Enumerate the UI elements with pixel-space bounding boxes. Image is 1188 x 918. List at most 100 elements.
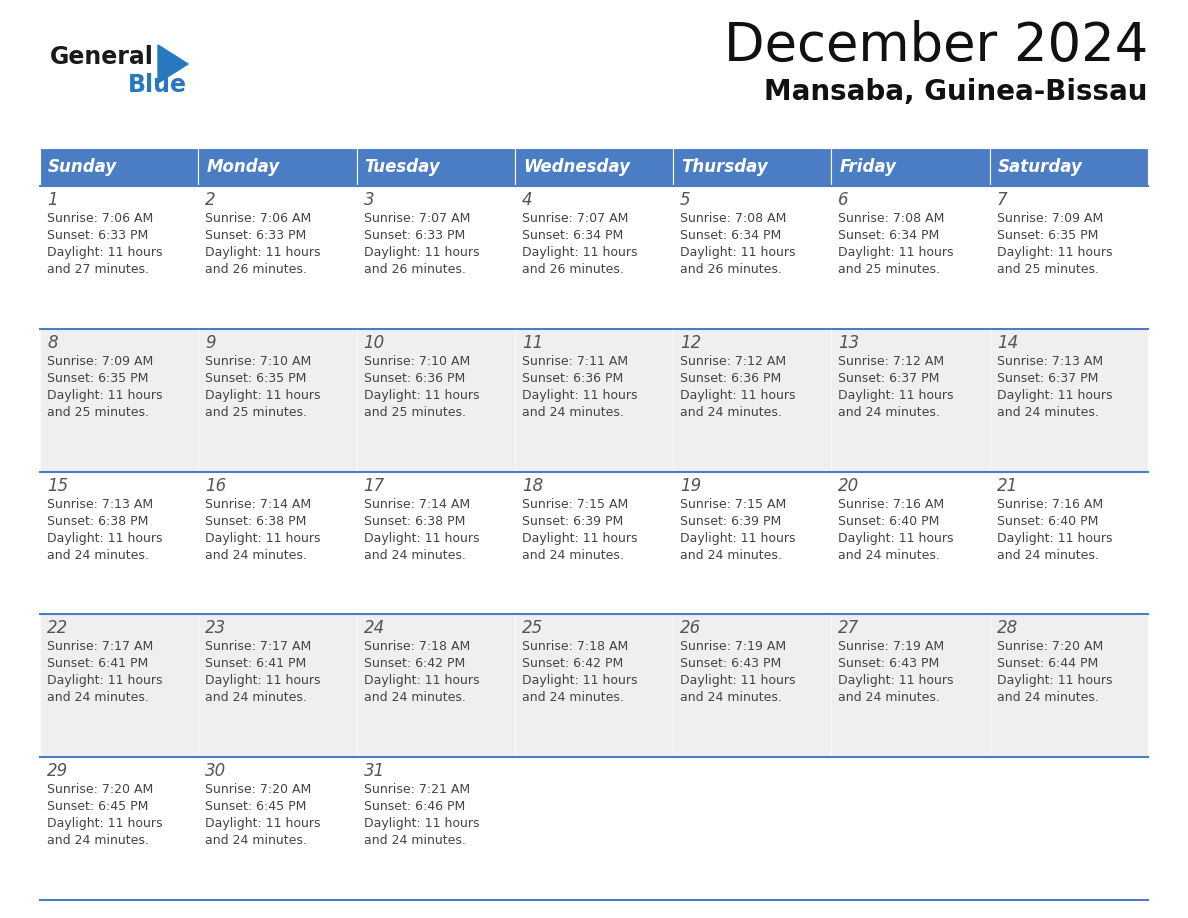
Text: 2: 2 [206,191,216,209]
Text: and 24 minutes.: and 24 minutes. [997,691,1099,704]
Text: Sunrise: 7:15 AM: Sunrise: 7:15 AM [522,498,628,510]
Text: Sunrise: 7:20 AM: Sunrise: 7:20 AM [997,641,1102,654]
Text: Sunrise: 7:17 AM: Sunrise: 7:17 AM [206,641,311,654]
Text: Sunset: 6:36 PM: Sunset: 6:36 PM [364,372,465,385]
Text: 27: 27 [839,620,860,637]
Text: Daylight: 11 hours: Daylight: 11 hours [839,246,954,259]
Text: 5: 5 [681,191,690,209]
Text: Sunset: 6:34 PM: Sunset: 6:34 PM [839,229,940,242]
Text: and 24 minutes.: and 24 minutes. [364,549,466,562]
Text: Daylight: 11 hours: Daylight: 11 hours [48,817,163,830]
Bar [832,614,990,757]
Text: and 24 minutes.: and 24 minutes. [522,406,624,419]
Text: and 24 minutes.: and 24 minutes. [48,691,148,704]
Bar [832,472,990,614]
Bar [356,329,514,472]
Text: Sunrise: 7:21 AM: Sunrise: 7:21 AM [364,783,469,796]
Text: Daylight: 11 hours: Daylight: 11 hours [839,675,954,688]
Text: 16: 16 [206,476,227,495]
Text: Daylight: 11 hours: Daylight: 11 hours [48,246,163,259]
Text: and 24 minutes.: and 24 minutes. [839,549,941,562]
Text: Daylight: 11 hours: Daylight: 11 hours [364,532,479,544]
Polygon shape [158,45,188,83]
Bar [40,186,198,329]
Text: Sunday: Sunday [48,158,118,176]
Text: Daylight: 11 hours: Daylight: 11 hours [997,246,1112,259]
Text: 20: 20 [839,476,860,495]
Text: Sunrise: 7:09 AM: Sunrise: 7:09 AM [997,212,1102,225]
Text: 3: 3 [364,191,374,209]
Bar [198,472,356,614]
Text: and 25 minutes.: and 25 minutes. [997,263,1099,276]
Text: Daylight: 11 hours: Daylight: 11 hours [364,675,479,688]
Text: Daylight: 11 hours: Daylight: 11 hours [839,532,954,544]
Bar [198,186,356,329]
Text: Sunset: 6:35 PM: Sunset: 6:35 PM [206,372,307,385]
Text: 18: 18 [522,476,543,495]
Text: Sunrise: 7:13 AM: Sunrise: 7:13 AM [997,354,1102,368]
Bar [990,472,1148,614]
Text: Daylight: 11 hours: Daylight: 11 hours [681,246,796,259]
Text: 14: 14 [997,334,1018,352]
Text: and 26 minutes.: and 26 minutes. [522,263,624,276]
Text: Sunrise: 7:15 AM: Sunrise: 7:15 AM [681,498,786,510]
Text: 26: 26 [681,620,701,637]
Text: Daylight: 11 hours: Daylight: 11 hours [839,389,954,402]
Text: 29: 29 [48,762,68,780]
Text: Sunset: 6:36 PM: Sunset: 6:36 PM [681,372,782,385]
Text: Daylight: 11 hours: Daylight: 11 hours [206,817,321,830]
Text: and 26 minutes.: and 26 minutes. [206,263,308,276]
Text: Sunrise: 7:10 AM: Sunrise: 7:10 AM [206,354,311,368]
Text: and 24 minutes.: and 24 minutes. [681,549,782,562]
Text: Sunset: 6:34 PM: Sunset: 6:34 PM [522,229,624,242]
Text: 19: 19 [681,476,701,495]
Bar [990,757,1148,900]
Text: December 2024: December 2024 [723,20,1148,72]
Text: Sunrise: 7:09 AM: Sunrise: 7:09 AM [48,354,153,368]
Bar [832,329,990,472]
Text: Saturday: Saturday [998,158,1082,176]
Text: Sunrise: 7:07 AM: Sunrise: 7:07 AM [364,212,470,225]
Text: Daylight: 11 hours: Daylight: 11 hours [48,389,163,402]
Text: 1: 1 [48,191,58,209]
Text: Sunrise: 7:20 AM: Sunrise: 7:20 AM [48,783,153,796]
Text: and 26 minutes.: and 26 minutes. [681,263,782,276]
Text: Sunset: 6:43 PM: Sunset: 6:43 PM [681,657,782,670]
Text: 11: 11 [522,334,543,352]
Text: 7: 7 [997,191,1007,209]
Text: Sunset: 6:38 PM: Sunset: 6:38 PM [364,515,465,528]
Text: Sunset: 6:40 PM: Sunset: 6:40 PM [997,515,1098,528]
Bar [674,186,832,329]
Text: 6: 6 [839,191,849,209]
Text: and 24 minutes.: and 24 minutes. [839,406,941,419]
Text: Sunset: 6:44 PM: Sunset: 6:44 PM [997,657,1098,670]
Bar [990,329,1148,472]
Text: Sunrise: 7:19 AM: Sunrise: 7:19 AM [839,641,944,654]
Bar [40,614,198,757]
Bar [40,329,198,472]
Text: Sunset: 6:42 PM: Sunset: 6:42 PM [364,657,465,670]
Text: Sunrise: 7:08 AM: Sunrise: 7:08 AM [681,212,786,225]
Text: Sunset: 6:35 PM: Sunset: 6:35 PM [48,372,148,385]
Text: and 24 minutes.: and 24 minutes. [522,549,624,562]
Text: 25: 25 [522,620,543,637]
Bar [356,614,514,757]
Text: Sunset: 6:45 PM: Sunset: 6:45 PM [206,800,307,813]
Text: 21: 21 [997,476,1018,495]
Text: and 24 minutes.: and 24 minutes. [997,549,1099,562]
Text: 9: 9 [206,334,216,352]
Bar [40,472,198,614]
Bar [832,186,990,329]
Bar [990,186,1148,329]
Text: Friday: Friday [840,158,897,176]
Text: 24: 24 [364,620,385,637]
Text: Daylight: 11 hours: Daylight: 11 hours [681,532,796,544]
Bar [832,757,990,900]
Text: Sunrise: 7:14 AM: Sunrise: 7:14 AM [206,498,311,510]
Text: Daylight: 11 hours: Daylight: 11 hours [364,246,479,259]
Text: Daylight: 11 hours: Daylight: 11 hours [522,389,637,402]
Bar [198,329,356,472]
Text: Sunrise: 7:16 AM: Sunrise: 7:16 AM [997,498,1102,510]
Text: Sunrise: 7:07 AM: Sunrise: 7:07 AM [522,212,628,225]
Text: Sunrise: 7:14 AM: Sunrise: 7:14 AM [364,498,469,510]
